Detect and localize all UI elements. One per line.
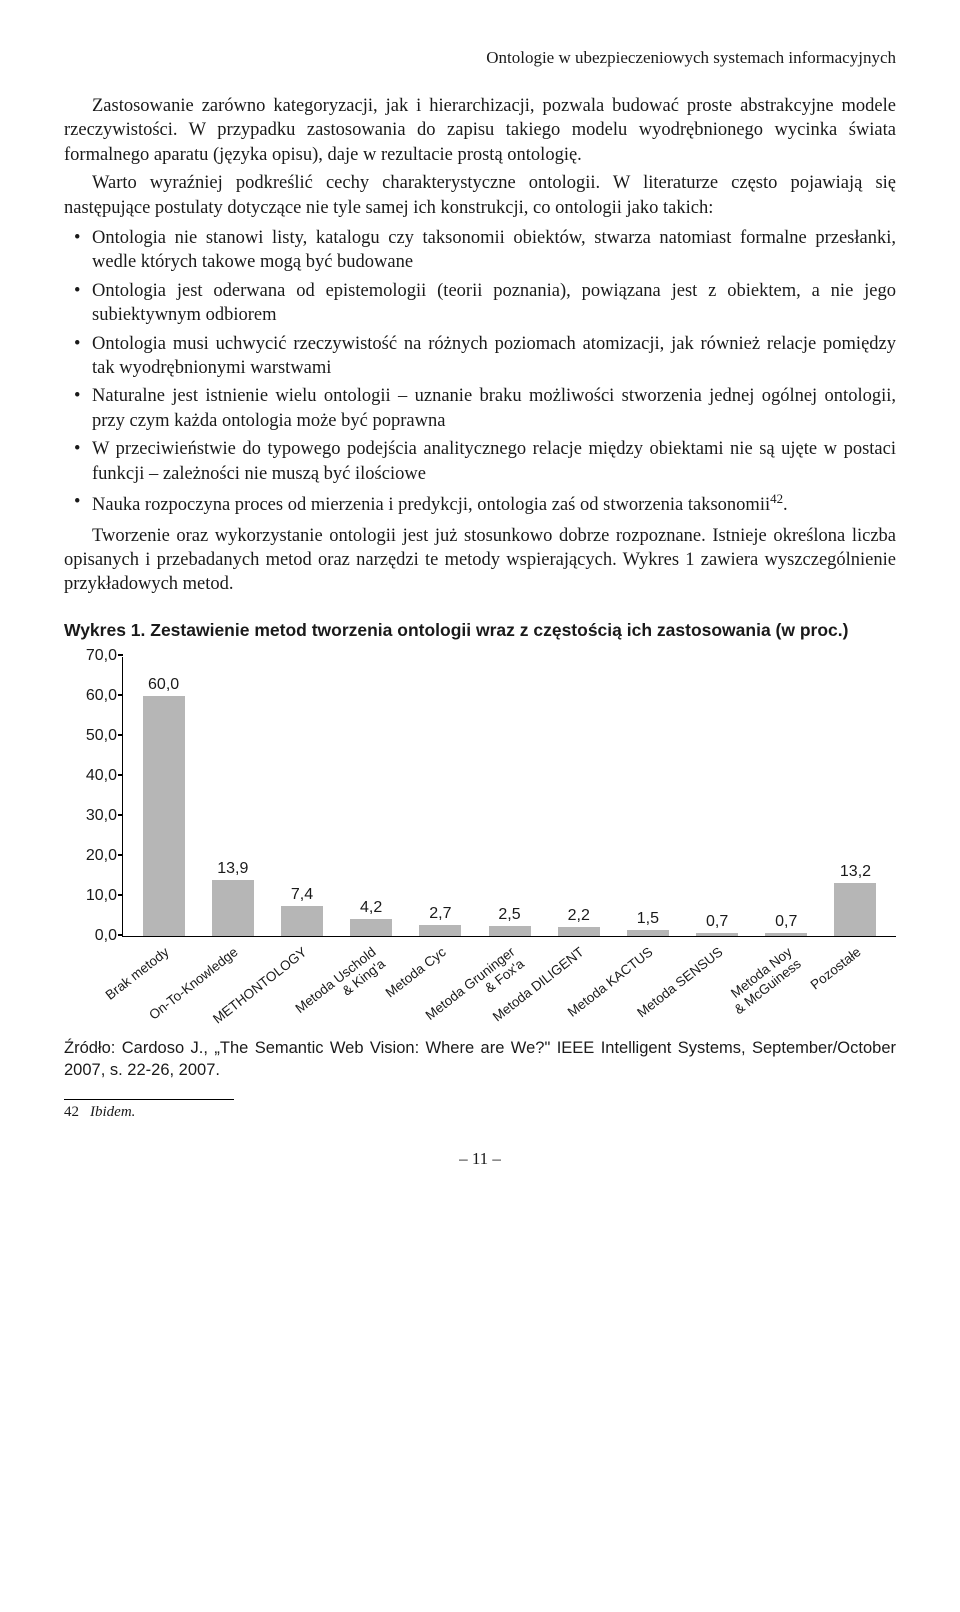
bullet-list: Ontologia nie stanowi listy, katalogu cz… — [64, 226, 896, 518]
y-tick-label: 20,0 — [86, 847, 117, 865]
bar-value-label: 2,2 — [568, 907, 590, 925]
y-tick-label: 0,0 — [95, 927, 117, 945]
bar-slot: 7,4 — [267, 906, 336, 936]
bar-value-label: 2,7 — [429, 905, 451, 923]
bar-value-label: 13,2 — [840, 863, 871, 881]
y-tick-mark — [118, 894, 123, 896]
bar-chart: 0,010,020,030,040,050,060,070,0 60,013,9… — [64, 657, 896, 1029]
bar-slot: 2,5 — [475, 926, 544, 936]
y-tick-label: 60,0 — [86, 687, 117, 705]
list-item: Naturalne jest istnienie wielu ontologii… — [64, 384, 896, 433]
bar-value-label: 7,4 — [291, 886, 313, 904]
x-label-slot: Pozostałe — [821, 937, 890, 1029]
bar-slot: 0,7 — [752, 933, 821, 936]
running-head: Ontologie w ubezpieczeniowych systemach … — [64, 48, 896, 68]
list-item: Ontologia jest oderwana od epistemologii… — [64, 279, 896, 328]
list-item: W przeciwieństwie do typowego podejścia … — [64, 437, 896, 486]
y-tick-mark — [118, 854, 123, 856]
bar — [350, 919, 392, 936]
y-tick-label: 40,0 — [86, 767, 117, 785]
y-tick-label: 70,0 — [86, 647, 117, 665]
paragraph-1: Zastosowanie zarówno kategoryzacji, jak … — [64, 94, 896, 167]
bar-value-label: 60,0 — [148, 676, 179, 694]
footnote-text: Ibidem. — [90, 1104, 135, 1120]
y-tick-label: 10,0 — [86, 887, 117, 905]
bar — [419, 925, 461, 936]
bar-slot: 2,2 — [544, 927, 613, 936]
bar-value-label: 4,2 — [360, 899, 382, 917]
x-axis-label: Brak metody — [103, 945, 172, 1003]
bar — [696, 933, 738, 936]
y-tick-mark — [118, 814, 123, 816]
bar — [143, 696, 185, 936]
bar-value-label: 0,7 — [775, 913, 797, 931]
footnote-ref: 42 — [770, 491, 783, 506]
paragraph-2: Warto wyraźniej podkreślić cechy charakt… — [64, 171, 896, 220]
bar-slot: 60,0 — [129, 696, 198, 936]
figure-title: Wykres 1. Zestawienie metod tworzenia on… — [64, 619, 896, 643]
list-item-text: Nauka rozpoczyna proces od mierzenia i p… — [92, 495, 770, 515]
y-tick-mark — [118, 694, 123, 696]
bar-slot: 0,7 — [683, 933, 752, 936]
bar-slot: 1,5 — [613, 930, 682, 936]
bar-value-label: 2,5 — [498, 906, 520, 924]
y-tick-mark — [118, 934, 123, 936]
bar-slot: 2,7 — [406, 925, 475, 936]
bar-slot: 4,2 — [337, 919, 406, 936]
bar — [627, 930, 669, 936]
footnote: 42Ibidem. — [64, 1104, 896, 1121]
y-tick-mark — [118, 734, 123, 736]
footnote-number: 42 — [64, 1104, 90, 1121]
y-tick-mark — [118, 654, 123, 656]
list-item: Ontologia nie stanowi listy, katalogu cz… — [64, 226, 896, 275]
bar-slot: 13,9 — [198, 880, 267, 936]
bar — [834, 883, 876, 936]
bar — [281, 906, 323, 936]
figure-source: Źródło: Cardoso J., „The Semantic Web Vi… — [64, 1037, 896, 1082]
footnote-rule — [64, 1099, 234, 1100]
bar — [212, 880, 254, 936]
page-number: – 11 – — [64, 1149, 896, 1169]
bar — [489, 926, 531, 936]
source-author: Cardoso J., — [122, 1039, 215, 1057]
bar — [558, 927, 600, 936]
y-tick-mark — [118, 774, 123, 776]
bar-value-label: 0,7 — [706, 913, 728, 931]
y-tick-label: 30,0 — [86, 807, 117, 825]
source-prefix: Źródło: — [64, 1039, 122, 1057]
bar-value-label: 1,5 — [637, 910, 659, 928]
source-title: „The Semantic Web Vision: Where are We?" — [214, 1039, 556, 1057]
bar-slot: 13,2 — [821, 883, 890, 936]
bar-value-label: 13,9 — [217, 860, 248, 878]
bar — [765, 933, 807, 936]
y-tick-label: 50,0 — [86, 727, 117, 745]
list-item: Ontologia musi uchwycić rzeczywistość na… — [64, 332, 896, 381]
list-item-last: Nauka rozpoczyna proces od mierzenia i p… — [64, 490, 896, 518]
paragraph-3: Tworzenie oraz wykorzystanie ontologii j… — [64, 524, 896, 597]
